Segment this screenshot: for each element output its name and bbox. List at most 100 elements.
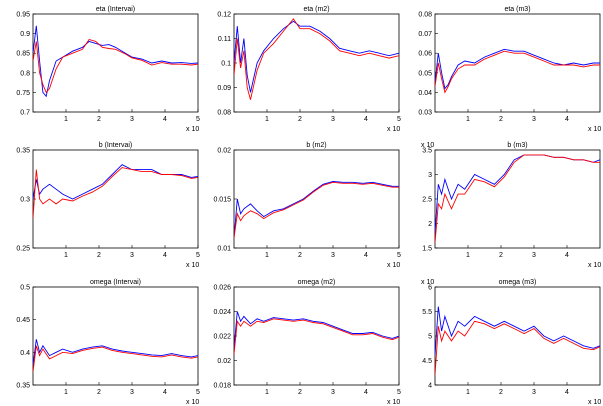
x-tick-label: 3 [331, 389, 335, 396]
series-line-1 [435, 306, 600, 356]
chart-title: omega (m2) [298, 279, 336, 286]
x-tick-label: 2 [298, 116, 302, 123]
x-tick-label: 2 [499, 252, 503, 259]
x-exponent-label: x 10 [387, 262, 400, 269]
chart-panel-2: eta (m2) 0.08 0.09 0.1 0.11 0.12 1 2 3 4 5 x 10 [217, 6, 401, 133]
y-tick-label: 0.25 [16, 246, 30, 253]
y-tick-label: 0.02 [217, 358, 231, 365]
chart-panel-4: b (Intervai) 0.25 0.3 0.35 1 2 3 4 5 x 10 [16, 142, 200, 269]
y-tick-label: 0.015 [213, 197, 231, 204]
chart-title: eta (m2) [303, 6, 329, 13]
x-tick-label: 1 [466, 116, 470, 123]
y-tick-label: 0.024 [213, 309, 231, 316]
x-tick-label: 1 [265, 116, 269, 123]
x-exponent-label: x 10 [186, 126, 199, 133]
x-tick-label: 3 [532, 252, 536, 259]
x-tick-label: 4 [163, 116, 167, 123]
y-tick-label: 0.01 [217, 246, 231, 253]
series-line-2 [234, 18, 399, 100]
y-tick-label: 0.3 [20, 197, 30, 204]
chart-panel-9: omega (m3) 4 4.5 5 5.5 6 1 2 3 4 x 10 x 10 [421, 279, 601, 406]
x-tick-label: 5 [196, 252, 200, 259]
series-line-2 [33, 167, 198, 219]
x-tick-label: 3 [130, 252, 134, 259]
chart-panel-8: omega (m2) 0.018 0.02 0.022 0.024 0.026 1 2 3 4 5 x… [213, 279, 401, 406]
y-tick-label: 0.1 [221, 61, 231, 68]
plot-area [32, 149, 199, 249]
chart-title: omega (Intervai) [90, 279, 141, 286]
y-tick-label: 4 [428, 383, 432, 390]
x-tick-label: 5 [196, 116, 200, 123]
chart-panel-5: b (m2) 0.01 0.015 0.02 1 2 3 4 5 x 10 [213, 142, 401, 269]
x-tick-label: 1 [466, 389, 470, 396]
y-tick-label: 0.12 [217, 12, 231, 19]
x-tick-label: 4 [163, 252, 167, 259]
y-tick-label: 5.5 [422, 309, 432, 316]
y-tick-label: 0.9 [20, 31, 30, 38]
y-tick-label: 0.35 [16, 383, 30, 390]
y-tick-label: 0.05 [418, 70, 432, 77]
x-tick-label: 1 [265, 389, 269, 396]
plot-area [233, 13, 400, 113]
y-tick-label: 4.5 [422, 358, 432, 365]
x-exponent-label: x 10 [588, 126, 601, 133]
plot-area [434, 286, 601, 386]
series-line-1 [435, 48, 600, 90]
chart-title: eta (m3) [504, 6, 530, 13]
y-exponent-label: x 10 [421, 142, 434, 149]
y-tick-label: 2 [428, 221, 432, 228]
chart-panel-6: b (m3) 1.5 2 2.5 3 3.5 1 2 3 4 x 10 x 10 [421, 142, 601, 269]
x-tick-label: 3 [130, 389, 134, 396]
x-tick-label: 2 [298, 252, 302, 259]
x-exponent-label: x 10 [588, 262, 601, 269]
y-tick-label: 0.45 [16, 317, 30, 324]
x-tick-label: 2 [97, 116, 101, 123]
x-tick-label: 5 [397, 116, 401, 123]
y-tick-label: 0.4 [20, 350, 30, 357]
y-tick-label: 0.8 [20, 70, 30, 77]
y-tick-label: 3.5 [422, 148, 432, 155]
x-exponent-label: x 10 [588, 399, 601, 406]
y-tick-label: 0.08 [217, 110, 231, 117]
x-tick-label: 4 [364, 116, 368, 123]
plot-area [233, 286, 400, 386]
plot-area [434, 149, 601, 249]
y-tick-label: 0.02 [217, 148, 231, 155]
series-line-1 [234, 180, 399, 239]
y-tick-label: 0.85 [16, 51, 30, 58]
y-tick-label: 0.026 [213, 285, 231, 292]
x-tick-label: 3 [331, 116, 335, 123]
chart-panel-1: eta (Intervai) 0.7 0.75 0.8 0.85 0.9 0.95 1 2 3 4 5… [16, 6, 200, 133]
y-tick-label: 5 [428, 334, 432, 341]
series-line-2 [33, 38, 198, 94]
x-tick-label: 1 [466, 252, 470, 259]
chart-title: b (m3) [507, 142, 527, 149]
x-tick-label: 2 [499, 116, 503, 123]
x-tick-label: 2 [97, 252, 101, 259]
x-tick-label: 2 [298, 389, 302, 396]
y-tick-label: 1.5 [422, 246, 432, 253]
plot-area [233, 149, 400, 249]
series-line-2 [435, 320, 600, 376]
x-tick-label: 4 [565, 252, 569, 259]
x-tick-label: 2 [499, 389, 503, 396]
y-tick-label: 0.95 [16, 12, 30, 19]
series-line-2 [234, 181, 399, 239]
y-tick-label: 2.5 [422, 197, 432, 204]
series-line-2 [33, 345, 198, 372]
y-tick-label: 0.35 [16, 148, 30, 155]
x-tick-label: 1 [64, 389, 68, 396]
chart-panel-7: omega (Intervai) 0.35 0.4 0.45 0.5 1 2 3 4 5 x 10 [16, 279, 200, 406]
x-exponent-label: x 10 [186, 399, 199, 406]
series-line-2 [234, 318, 399, 355]
x-exponent-label: x 10 [387, 126, 400, 133]
y-tick-label: 3 [428, 172, 432, 179]
y-exponent-label: x 10 [421, 279, 434, 286]
y-tick-label: 0.5 [20, 285, 30, 292]
series-line-1 [33, 339, 198, 366]
x-tick-label: 1 [64, 252, 68, 259]
y-tick-label: 0.03 [418, 110, 432, 117]
x-tick-label: 4 [565, 116, 569, 123]
series-line-2 [435, 50, 600, 94]
x-tick-label: 3 [532, 116, 536, 123]
